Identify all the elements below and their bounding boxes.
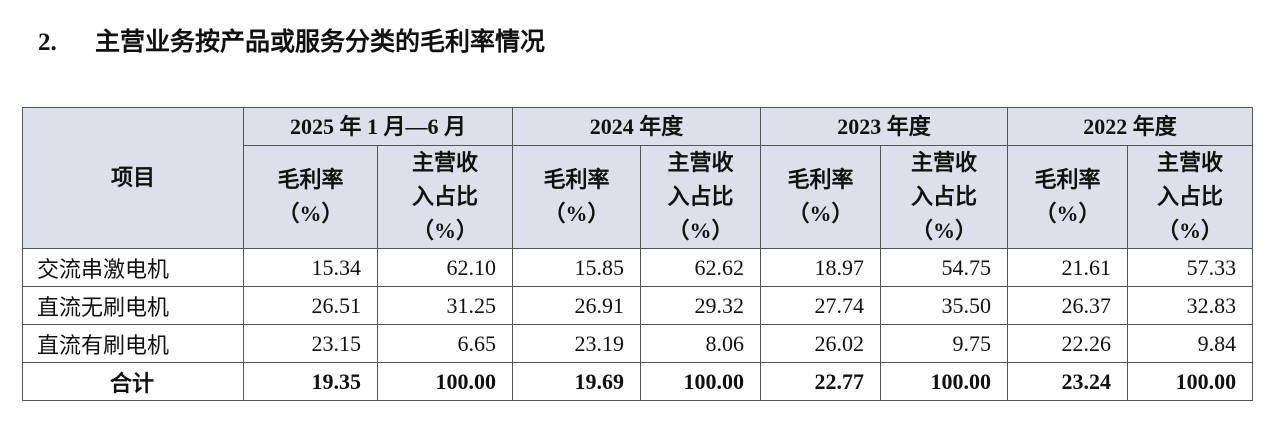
subheader-line: 毛利率 bbox=[787, 167, 854, 192]
cell-value: 26.02 bbox=[760, 324, 882, 363]
cell-item: 交流串激电机 bbox=[22, 248, 244, 287]
cell-item: 直流有刷电机 bbox=[22, 324, 244, 363]
cell-value: 27.74 bbox=[760, 286, 882, 325]
subheader-line: 主营收 bbox=[1157, 150, 1224, 175]
period-header: 2023 年度 bbox=[760, 107, 1009, 146]
subheader-line: （%） bbox=[787, 201, 854, 226]
section-heading: 2. 主营业务按产品或服务分类的毛利率情况 bbox=[38, 22, 545, 58]
cell-value: 54.75 bbox=[880, 248, 1009, 287]
header-row: 项目 2025 年 1 月—6 月 2024 年度 2023 年度 2022 年度 bbox=[22, 107, 1254, 249]
subheader-line: （%） bbox=[412, 218, 479, 243]
subheader: 毛利率 （%） bbox=[512, 145, 642, 249]
cell-value: 9.84 bbox=[1127, 324, 1254, 363]
subheader-line: 毛利率 bbox=[277, 167, 344, 192]
cell-value: 19.35 bbox=[243, 362, 378, 401]
subheader: 主营收入占比 （%） bbox=[1127, 145, 1254, 249]
cell-value: 15.34 bbox=[243, 248, 378, 287]
subheader: 主营收入占比 （%） bbox=[880, 145, 1009, 249]
cell-item: 合计 bbox=[22, 362, 244, 401]
cell-value: 22.77 bbox=[760, 362, 882, 401]
total-row: 合计 19.35 100.00 19.69 100.00 22.77 100.00 23.24… bbox=[22, 362, 1254, 401]
cell-value: 6.65 bbox=[376, 324, 514, 363]
cell-value: 31.25 bbox=[376, 286, 514, 325]
cell-value: 57.33 bbox=[1127, 248, 1254, 287]
data-row: 交流串激电机 15.34 62.10 15.85 62.62 18.97 54.75 21.6… bbox=[22, 248, 1254, 287]
subheader-line: 入占比 bbox=[1157, 184, 1224, 209]
period-header: 2022 年度 bbox=[1007, 107, 1254, 146]
subheader-line: （%） bbox=[543, 201, 610, 226]
subheader-line: 毛利率 bbox=[543, 167, 610, 192]
cell-value: 19.69 bbox=[512, 362, 642, 401]
subheader-line: 入占比 bbox=[667, 184, 734, 209]
cell-value: 23.15 bbox=[243, 324, 378, 363]
cell-value: 8.06 bbox=[640, 324, 762, 363]
subheader-line: （%） bbox=[911, 218, 978, 243]
subheader-line: 主营收 bbox=[911, 150, 978, 175]
cell-value: 100.00 bbox=[880, 362, 1009, 401]
subheader-line: （%） bbox=[667, 218, 734, 243]
cell-value: 100.00 bbox=[1127, 362, 1254, 401]
cell-value: 15.85 bbox=[512, 248, 642, 287]
data-row: 直流无刷电机 26.51 31.25 26.91 29.32 27.74 35.50 26.3… bbox=[22, 286, 1254, 325]
subheader: 主营收入占比 （%） bbox=[376, 145, 514, 249]
subheader-line: 主营收 bbox=[412, 150, 479, 175]
subheader-line: 毛利率 bbox=[1034, 167, 1101, 192]
cell-value: 26.51 bbox=[243, 286, 378, 325]
subheader-line: 入占比 bbox=[911, 184, 978, 209]
cell-value: 29.32 bbox=[640, 286, 762, 325]
subheader: 毛利率 （%） bbox=[1007, 145, 1129, 249]
subheader-line: （%） bbox=[1034, 201, 1101, 226]
cell-value: 23.24 bbox=[1007, 362, 1129, 401]
subheader: 主营收入占比 （%） bbox=[640, 145, 762, 249]
subheader-line: （%） bbox=[277, 201, 344, 226]
heading-title: 主营业务按产品或服务分类的毛利率情况 bbox=[95, 29, 546, 56]
cell-value: 62.62 bbox=[640, 248, 762, 287]
item-header: 项目 bbox=[22, 107, 244, 249]
subheader-line: 主营收 bbox=[667, 150, 734, 175]
data-row: 直流有刷电机 23.15 6.65 23.19 8.06 26.02 9.75 22.26 9.… bbox=[22, 324, 1254, 363]
cell-value: 35.50 bbox=[880, 286, 1009, 325]
heading-number: 2. bbox=[38, 29, 57, 56]
cell-value: 9.75 bbox=[880, 324, 1009, 363]
cell-value: 22.26 bbox=[1007, 324, 1129, 363]
subheader: 毛利率 （%） bbox=[760, 145, 882, 249]
cell-value: 18.97 bbox=[760, 248, 882, 287]
period-header: 2024 年度 bbox=[512, 107, 762, 146]
subheader-row: 毛利率 （%） 主营收 入占比 （%） 毛利率 （%） 主营收 入占比 （%） 毛利率 （%） 主营收入… bbox=[23, 145, 1254, 249]
period-header: 2025 年 1 月—6 月 bbox=[242, 107, 514, 146]
cell-value: 62.10 bbox=[376, 248, 514, 287]
subheader: 毛利率 （%） bbox=[243, 145, 378, 249]
cell-value: 21.61 bbox=[1007, 248, 1129, 287]
subheader-line: 入占比 bbox=[412, 184, 479, 209]
margin-table: 项目 2025 年 1 月—6 月 2024 年度 2023 年度 2022 年度 毛利率… bbox=[22, 107, 1254, 401]
cell-value: 100.00 bbox=[640, 362, 762, 401]
cell-value: 32.83 bbox=[1127, 286, 1254, 325]
subheader-line: （%） bbox=[1157, 218, 1224, 243]
cell-value: 100.00 bbox=[376, 362, 514, 401]
cell-value: 26.91 bbox=[512, 286, 642, 325]
cell-item: 直流无刷电机 bbox=[22, 286, 244, 325]
cell-value: 23.19 bbox=[512, 324, 642, 363]
cell-value: 26.37 bbox=[1007, 286, 1129, 325]
